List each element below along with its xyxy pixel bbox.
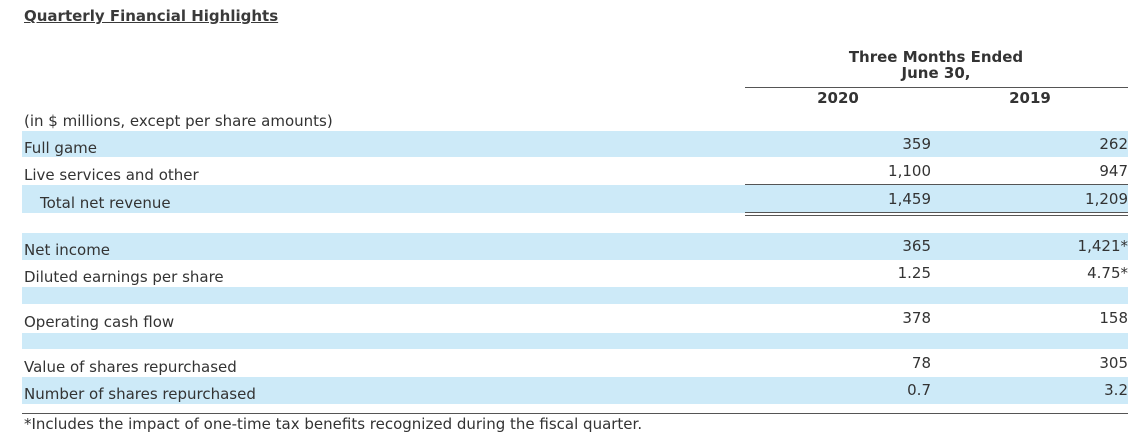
row-shade (22, 185, 1128, 213)
title: Quarterly Financial Highlights (24, 7, 279, 25)
row-label: Number of shares repurchased (24, 385, 256, 403)
cell-value: 78 (911, 354, 931, 372)
row-shade (22, 333, 1128, 349)
footnote-rule (22, 413, 1128, 414)
cell-value: 378 (902, 309, 931, 327)
row-label: Diluted earnings per share (24, 268, 224, 286)
total-rule (745, 215, 1128, 216)
row-label: Net income (24, 241, 111, 259)
row-shade (22, 233, 1128, 260)
row-shade (22, 287, 1128, 304)
row-label: Live services and other (24, 166, 199, 184)
cell-value: 947 (1099, 162, 1128, 180)
cell-value: 365 (902, 237, 931, 255)
footnote: *Includes the impact of one-time tax ben… (24, 415, 643, 433)
cell-value: 305 (1099, 354, 1128, 372)
cell-value: 359 (902, 135, 931, 153)
cell-value: 4.75* (1087, 264, 1128, 282)
subtotal-rule (745, 184, 1128, 185)
cell-value: 0.7 (907, 381, 931, 399)
row-label: Full game (24, 139, 97, 157)
unit-note: (in $ millions, except per share amounts… (24, 112, 333, 130)
cell-value: 1,100 (888, 162, 931, 180)
cell-value: 1,421* (1077, 237, 1128, 255)
column-header: 2019 (1009, 89, 1051, 107)
header-rule (745, 87, 1128, 88)
row-shade (22, 131, 1128, 157)
group-header: June 30, (901, 64, 971, 82)
cell-value: 262 (1099, 135, 1128, 153)
column-header: 2020 (817, 89, 859, 107)
row-label: Value of shares repurchased (24, 358, 237, 376)
cell-value: 3.2 (1104, 381, 1128, 399)
total-rule (745, 212, 1128, 213)
cell-value: 1,209 (1085, 190, 1128, 208)
row-shade (22, 377, 1128, 404)
row-label: Total net revenue (40, 194, 171, 212)
cell-value: 1,459 (888, 190, 931, 208)
group-header: Three Months Ended (848, 48, 1024, 66)
row-label: Operating cash flow (24, 313, 175, 331)
cell-value: 1.25 (897, 264, 931, 282)
cell-value: 158 (1099, 309, 1128, 327)
